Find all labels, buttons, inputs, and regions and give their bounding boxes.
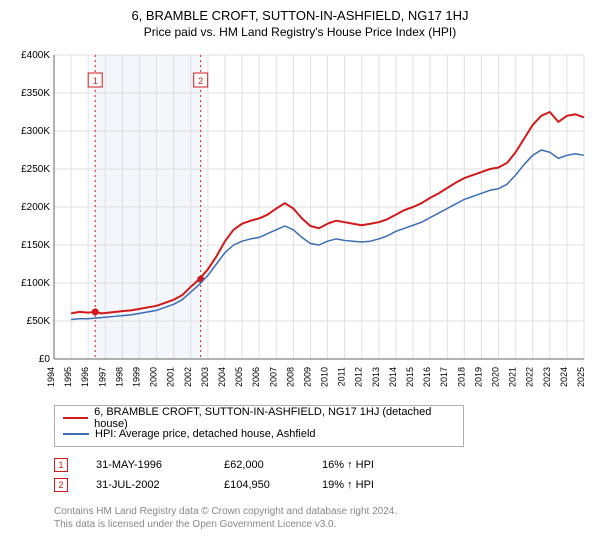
- footer-line: This data is licensed under the Open Gov…: [54, 518, 590, 531]
- svg-text:2004: 2004: [217, 367, 227, 387]
- svg-text:2011: 2011: [337, 367, 347, 386]
- svg-text:2002: 2002: [183, 367, 193, 387]
- svg-text:2008: 2008: [285, 367, 295, 387]
- marker-badge: 2: [54, 478, 68, 492]
- svg-text:2020: 2020: [491, 367, 501, 387]
- marker-price: £104,950: [224, 479, 294, 491]
- marker-row: 1 31-MAY-1996 £62,000 16% ↑ HPI: [54, 455, 590, 475]
- svg-text:2014: 2014: [388, 367, 398, 387]
- svg-text:2013: 2013: [371, 367, 381, 387]
- chart-container: 6, BRAMBLE CROFT, SUTTON-IN-ASHFIELD, NG…: [0, 0, 600, 560]
- svg-text:£50K: £50K: [27, 316, 51, 327]
- svg-text:£300K: £300K: [21, 126, 50, 137]
- marker-hpi-delta: 19% ↑ HPI: [322, 479, 374, 491]
- svg-text:£250K: £250K: [21, 164, 50, 175]
- legend-label: HPI: Average price, detached house, Ashf…: [95, 428, 316, 440]
- chart-subtitle: Price paid vs. HM Land Registry's House …: [10, 25, 590, 39]
- legend-item-property: 6, BRAMBLE CROFT, SUTTON-IN-ASHFIELD, NG…: [63, 410, 455, 426]
- svg-text:2: 2: [198, 76, 203, 86]
- legend-label: 6, BRAMBLE CROFT, SUTTON-IN-ASHFIELD, NG…: [94, 406, 455, 430]
- svg-text:£400K: £400K: [21, 50, 50, 61]
- svg-text:1994: 1994: [46, 367, 56, 387]
- svg-text:1996: 1996: [80, 367, 90, 387]
- svg-text:1: 1: [93, 76, 98, 86]
- svg-text:2006: 2006: [251, 367, 261, 387]
- svg-text:2023: 2023: [542, 367, 552, 387]
- svg-text:2001: 2001: [166, 367, 176, 387]
- legend: 6, BRAMBLE CROFT, SUTTON-IN-ASHFIELD, NG…: [54, 405, 464, 447]
- svg-text:£100K: £100K: [21, 278, 50, 289]
- svg-text:2012: 2012: [354, 367, 364, 387]
- svg-text:2024: 2024: [559, 367, 569, 387]
- svg-text:2019: 2019: [473, 367, 483, 387]
- marker-price: £62,000: [224, 459, 294, 471]
- svg-text:1997: 1997: [97, 367, 107, 387]
- marker-row: 2 31-JUL-2002 £104,950 19% ↑ HPI: [54, 475, 590, 495]
- svg-text:£350K: £350K: [21, 88, 50, 99]
- svg-text:2025: 2025: [576, 367, 586, 387]
- legend-swatch: [63, 417, 88, 419]
- marker-date: 31-MAY-1996: [96, 459, 196, 471]
- marker-table: 1 31-MAY-1996 £62,000 16% ↑ HPI 2 31-JUL…: [54, 455, 590, 495]
- svg-text:1999: 1999: [131, 367, 141, 387]
- chart-title: 6, BRAMBLE CROFT, SUTTON-IN-ASHFIELD, NG…: [10, 8, 590, 23]
- plot-area: £0 £50K £100K £150K £200K £250K £300K £350K £400…: [10, 49, 590, 399]
- svg-text:2000: 2000: [149, 367, 159, 387]
- svg-text:1995: 1995: [63, 367, 73, 387]
- svg-text:2015: 2015: [405, 367, 415, 387]
- chart-svg: £0 £50K £100K £150K £200K £250K £300K £350K £400…: [10, 49, 590, 399]
- svg-text:£200K: £200K: [21, 202, 50, 213]
- svg-text:2018: 2018: [456, 367, 466, 387]
- svg-text:2022: 2022: [525, 367, 535, 387]
- svg-text:£0: £0: [39, 354, 51, 365]
- footer: Contains HM Land Registry data © Crown c…: [54, 505, 590, 531]
- marker-hpi-delta: 16% ↑ HPI: [322, 459, 374, 471]
- marker-date: 31-JUL-2002: [96, 479, 196, 491]
- svg-text:2010: 2010: [320, 367, 330, 387]
- svg-text:2003: 2003: [200, 367, 210, 387]
- svg-text:2021: 2021: [508, 367, 518, 387]
- svg-text:2016: 2016: [422, 367, 432, 387]
- svg-text:2005: 2005: [234, 367, 244, 387]
- svg-text:2009: 2009: [302, 367, 312, 387]
- svg-text:2007: 2007: [268, 367, 278, 387]
- marker-badge: 1: [54, 458, 68, 472]
- footer-line: Contains HM Land Registry data © Crown c…: [54, 505, 590, 518]
- legend-swatch: [63, 433, 89, 435]
- svg-text:1998: 1998: [114, 367, 124, 387]
- svg-text:£150K: £150K: [21, 240, 50, 251]
- svg-text:2017: 2017: [439, 367, 449, 387]
